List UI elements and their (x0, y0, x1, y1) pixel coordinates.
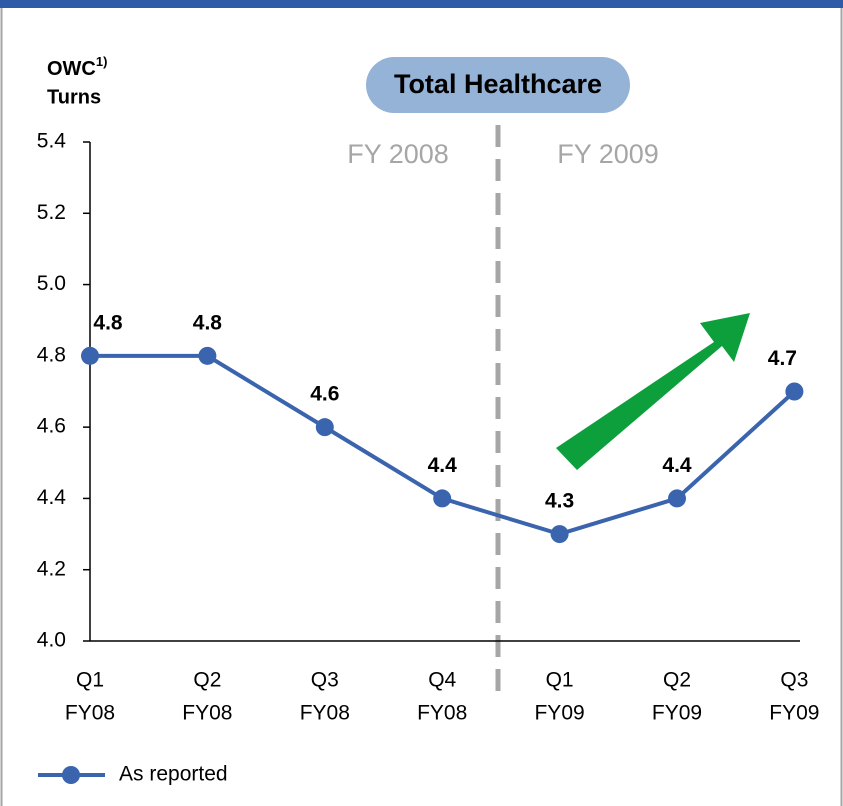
x-tick-label: FY08 (417, 702, 467, 725)
y-tick-label: 4.8 (37, 343, 66, 366)
y-tick-label: 4.0 (37, 629, 66, 652)
y-tick-label: 4.4 (37, 486, 67, 509)
value-label: 4.3 (545, 490, 574, 513)
x-tick-label: FY08 (182, 702, 232, 725)
x-tick-label: Q4 (428, 669, 456, 692)
x-tick-label: Q1 (546, 669, 574, 692)
x-tick-label: Q3 (780, 669, 808, 692)
y-tick-label: 5.0 (37, 272, 66, 295)
period-label: FY 2009 (557, 139, 659, 169)
x-tick-label: Q2 (193, 669, 221, 692)
y-tick-label: 4.2 (37, 557, 66, 580)
x-tick-label: Q2 (663, 669, 691, 692)
value-label: 4.4 (428, 454, 458, 477)
value-label: 4.6 (310, 383, 339, 406)
y-label-line2: Turns (47, 86, 101, 108)
y-tick-label: 4.6 (37, 415, 66, 438)
x-tick-label: FY08 (65, 702, 115, 725)
point (550, 525, 569, 544)
y-label: OWC1) (47, 54, 107, 80)
point (433, 489, 452, 508)
x-tick-label: FY09 (769, 702, 819, 725)
x-tick-label: FY08 (300, 702, 350, 725)
x-tick-label: Q1 (76, 669, 104, 692)
legend-label: As reported (119, 763, 228, 786)
point (81, 346, 99, 365)
value-label: 4.4 (662, 454, 692, 477)
top-bar (0, 0, 843, 8)
period-label: FY 2008 (347, 139, 449, 169)
legend-marker (62, 766, 80, 784)
value-label: 4.7 (768, 347, 797, 370)
point (315, 418, 334, 437)
y-tick-label: 5.2 (37, 201, 66, 224)
value-label: 4.8 (93, 311, 123, 334)
value-label: 4.8 (193, 311, 223, 334)
point (785, 382, 804, 401)
x-tick-label: FY09 (652, 702, 702, 725)
title-pill (366, 57, 630, 113)
point (198, 346, 217, 365)
point (668, 489, 686, 508)
chart-title: Total Healthcare (394, 69, 602, 99)
y-tick-label: 5.4 (37, 130, 67, 153)
trend-arrow (556, 313, 750, 470)
x-tick-label: Q3 (311, 669, 339, 692)
x-tick-label: FY09 (534, 702, 584, 725)
